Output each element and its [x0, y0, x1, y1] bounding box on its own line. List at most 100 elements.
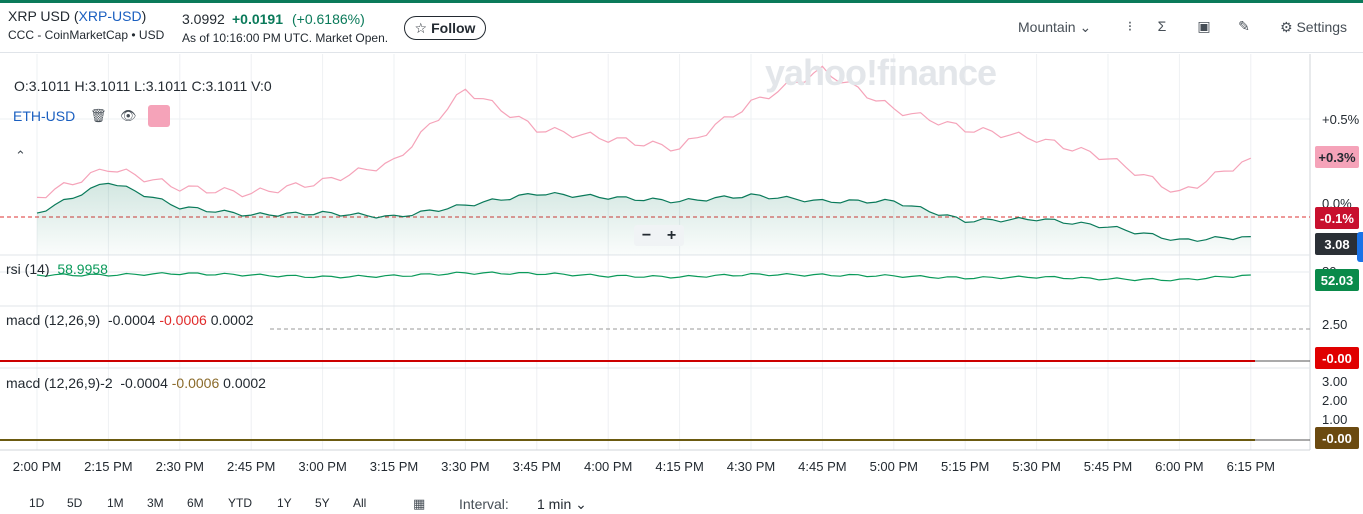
xrp-percent-badge: -0.1%: [1315, 207, 1359, 229]
quote-header: XRP USD (XRP-USD) CCC - CoinMarketCap • …: [0, 3, 1363, 53]
range-button[interactable]: 1D: [29, 496, 45, 510]
side-panel-tab[interactable]: [1357, 232, 1363, 262]
macd2-panel-label: macd (12,26,9)-2 -0.0004 -0.0006 0.0002: [6, 375, 266, 391]
eye-icon[interactable]: 👁: [120, 108, 137, 123]
range-button[interactable]: 1Y: [277, 496, 292, 510]
x-tick-label: 2:15 PM: [84, 459, 133, 474]
rsi-series: [36, 271, 1251, 282]
x-tick-label: 2:30 PM: [155, 459, 205, 474]
x-tick-label: 4:15 PM: [655, 459, 704, 474]
x-tick-label: 3:00 PM: [298, 459, 347, 474]
eth-last-badge: +0.3%: [1315, 146, 1359, 168]
follow-label: Follow: [431, 20, 476, 36]
x-tick-label: 5:15 PM: [940, 459, 990, 474]
timezone-label: Mountain: [1018, 19, 1076, 35]
rsi-label: rsi (14): [6, 261, 50, 277]
xrp-area-fill: [37, 183, 1251, 255]
range-button[interactable]: YTD: [228, 496, 252, 510]
eth-usd-line: [36, 65, 1252, 199]
zoom-controls: − +: [634, 225, 684, 246]
quote-change: +0.0191: [232, 11, 283, 27]
x-tick-label: 4:00 PM: [583, 459, 633, 474]
top-accent-bar: [0, 0, 1363, 3]
calendar-icon[interactable]: ▣: [1197, 18, 1211, 34]
quote-title: XRP USD (XRP-USD): [8, 8, 146, 24]
interval-value: 1 min: [537, 496, 572, 512]
zoom-in-button[interactable]: +: [666, 226, 677, 244]
trash-icon[interactable]: 🗑: [90, 108, 107, 123]
y-tick-macd2-2: 2.00: [1322, 393, 1348, 408]
macd-series: [0, 360, 1310, 441]
compare-symbol-eth[interactable]: ETH-USD: [13, 108, 76, 124]
gear-icon: ⚙: [1280, 19, 1293, 35]
quote-price: 3.0992: [182, 11, 225, 27]
rsi-last-badge: 52.03: [1315, 269, 1359, 291]
rsi-panel-label: rsi (14) 58.9958: [6, 261, 108, 277]
range-button[interactable]: 5D: [67, 496, 83, 510]
title-prefix: XRP USD (: [8, 8, 79, 24]
macd1-value-macd: -0.0004: [107, 312, 156, 328]
x-tick-label: 6:15 PM: [1226, 459, 1276, 474]
y-tick-macd2-3: 1.00: [1322, 412, 1348, 427]
x-tick-label: 5:30 PM: [1012, 459, 1061, 474]
title-suffix: ): [141, 8, 147, 24]
zoom-out-button[interactable]: −: [641, 226, 652, 244]
range-button[interactable]: 6M: [187, 496, 204, 510]
macd2-value-signal: -0.0006: [171, 375, 220, 391]
range-toolbar: 1D 5D 1M 3M 6M YTD 1Y 5Y All ▦ Interval: 1 min ⌄: [0, 488, 1363, 514]
range-button[interactable]: All: [353, 496, 367, 510]
y-tick-macd2-1: 3.00: [1322, 374, 1348, 389]
range-button[interactable]: 1M: [107, 496, 124, 510]
macd1-value-signal: -0.0006: [159, 312, 207, 328]
macd1-panel-label: macd (12,26,9) -0.0004 -0.0006 0.0002: [6, 312, 254, 328]
macd1-label: macd (12,26,9): [6, 312, 101, 328]
x-tick-label: 3:45 PM: [512, 459, 562, 474]
quote-change-percent: (+0.6186%): [292, 11, 365, 27]
chevron-up-icon[interactable]: ⌃: [15, 148, 26, 163]
follow-button[interactable]: ☆ Follow: [404, 16, 486, 40]
calendar-range-icon[interactable]: ▦: [413, 496, 426, 511]
yahoo-finance-watermark: yahoo!finance: [765, 52, 997, 93]
x-tick-label: 4:30 PM: [726, 459, 776, 474]
macd2-value-macd: -0.0004: [120, 375, 168, 391]
x-tick-label: 5:00 PM: [869, 459, 919, 474]
star-icon: ☆: [414, 19, 428, 36]
x-tick-label: 2:45 PM: [226, 459, 276, 474]
indicators-icon[interactable]: Σ: [1157, 18, 1167, 34]
macd1-last-badge: -0.00: [1315, 347, 1359, 369]
x-tick-label: 3:15 PM: [369, 459, 419, 474]
xrp-area-series: [36, 65, 1252, 255]
rsi-line: [36, 271, 1251, 282]
x-tick-label: 3:30 PM: [441, 459, 490, 474]
settings-button[interactable]: ⚙ Settings: [1280, 19, 1347, 36]
range-button[interactable]: 3M: [147, 496, 164, 510]
settings-label: Settings: [1296, 19, 1348, 35]
y-tick-main-1: +0.5%: [1322, 112, 1360, 127]
x-tick-label: 5:45 PM: [1083, 459, 1133, 474]
xrp-usd-line: [36, 182, 1251, 242]
eth-color-swatch[interactable]: [148, 105, 170, 127]
macd2-last-badge: -0.00: [1315, 427, 1359, 449]
x-tick-label: 2:00 PM: [12, 459, 62, 474]
chevron-down-icon: ⌄: [575, 496, 587, 512]
macd2-label: macd (12,26,9)-2: [6, 375, 113, 391]
interval-label: Interval:: [459, 496, 509, 512]
chevron-down-icon: ⌄: [1079, 19, 1092, 35]
x-tick-label: 6:00 PM: [1155, 459, 1204, 474]
market-status: As of 10:16:00 PM UTC. Market Open.: [182, 31, 389, 45]
ohlc-readout: O:3.1011 H:3.1011 L:3.1011 C:3.1011 V:0: [14, 78, 272, 94]
comparison-icon[interactable]: ⁝: [1127, 18, 1133, 34]
y-tick-macd1-1: 2.50: [1322, 317, 1348, 332]
xrp-price-badge: 3.08: [1315, 233, 1359, 255]
interval-dropdown[interactable]: 1 min ⌄: [537, 496, 587, 513]
timezone-dropdown[interactable]: Mountain ⌄: [1018, 19, 1091, 36]
macd2-value-hist: 0.0002: [223, 375, 266, 391]
x-tick-label: 4:45 PM: [798, 459, 847, 474]
quote-source: CCC - CoinMarketCap • USD: [8, 28, 165, 42]
range-button[interactable]: 5Y: [315, 496, 330, 510]
macd1-value-hist: 0.0002: [210, 312, 254, 328]
rsi-value: 58.9958: [57, 261, 108, 277]
draw-icon[interactable]: ✎: [1238, 18, 1250, 34]
symbol-link[interactable]: XRP-USD: [78, 8, 142, 24]
